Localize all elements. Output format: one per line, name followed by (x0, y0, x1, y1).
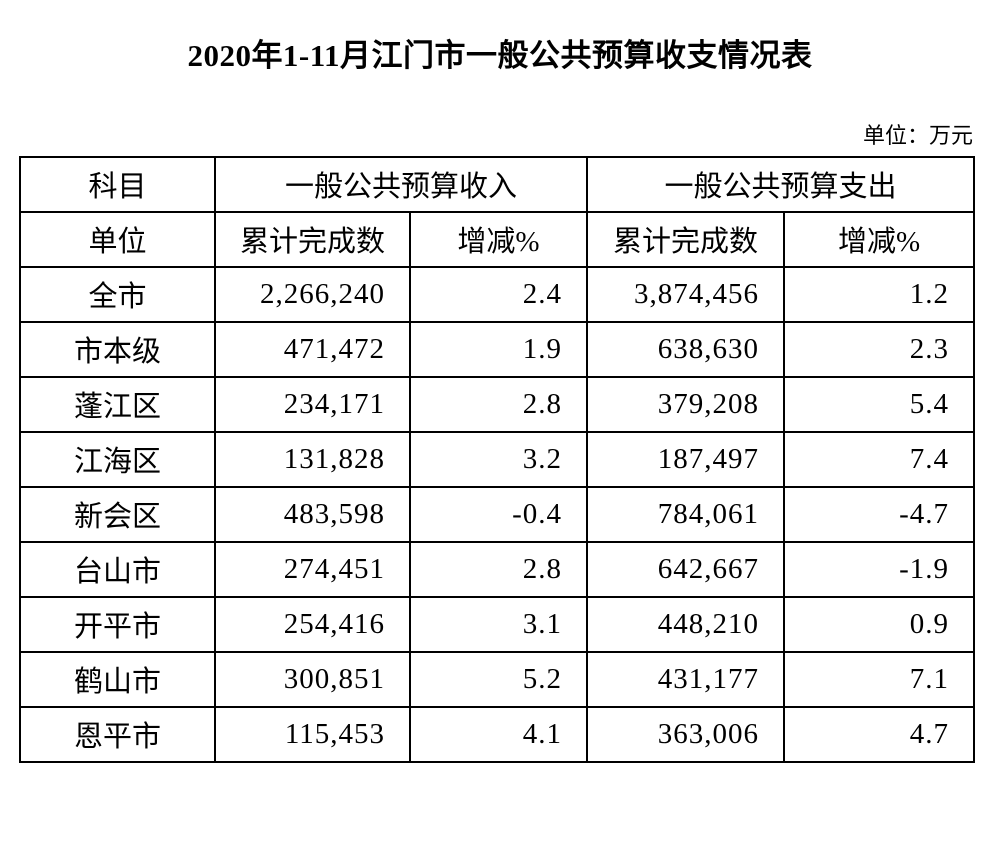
expenditure-change: 7.4 (783, 430, 976, 488)
revenue-value: 234,171 (214, 375, 411, 433)
expenditure-value: 3,874,456 (586, 265, 786, 323)
header-revenue-group: 一般公共预算收入 (213, 155, 589, 213)
expenditure-change: -1.9 (783, 540, 976, 598)
header-unit: 单位 (19, 210, 216, 268)
expenditure-value: 638,630 (586, 320, 786, 378)
revenue-change: 5.2 (408, 650, 589, 708)
header-expenditure-change: 增减% (783, 210, 976, 268)
region-name: 开平市 (19, 595, 216, 653)
table-row: 江海区 131,828 3.2 187,497 7.4 (19, 430, 976, 488)
table-header: 科目 一般公共预算收入 一般公共预算支出 单位 累计完成数 增减% 累计完成数 … (19, 155, 976, 268)
region-name: 恩平市 (19, 705, 216, 763)
region-name: 新会区 (19, 485, 216, 543)
revenue-value: 483,598 (214, 485, 411, 543)
table-row: 台山市 274,451 2.8 642,667 -1.9 (19, 540, 976, 598)
expenditure-value: 363,006 (586, 705, 786, 763)
header-expenditure-cumulative: 累计完成数 (586, 210, 786, 268)
revenue-change: 3.1 (408, 595, 589, 653)
revenue-value: 2,266,240 (214, 265, 411, 323)
revenue-change: 2.8 (408, 540, 589, 598)
expenditure-change: 2.3 (783, 320, 976, 378)
region-name: 江海区 (19, 430, 216, 488)
header-row-columns: 单位 累计完成数 增减% 累计完成数 增减% (19, 210, 976, 268)
region-name: 鹤山市 (19, 650, 216, 708)
table-row: 鹤山市 300,851 5.2 431,177 7.1 (19, 650, 976, 708)
table-row: 新会区 483,598 -0.4 784,061 -4.7 (19, 485, 976, 543)
table-body: 全市 2,266,240 2.4 3,874,456 1.2 市本级 471,4… (19, 265, 976, 763)
expenditure-value: 187,497 (586, 430, 786, 488)
revenue-value: 131,828 (214, 430, 411, 488)
expenditure-value: 379,208 (586, 375, 786, 433)
expenditure-value: 784,061 (586, 485, 786, 543)
revenue-value: 274,451 (214, 540, 411, 598)
page-title: 2020年1-11月江门市一般公共预算收支情况表 (187, 38, 813, 73)
revenue-change: -0.4 (408, 485, 589, 543)
expenditure-change: -4.7 (783, 485, 976, 543)
header-row-groups: 科目 一般公共预算收入 一般公共预算支出 (19, 155, 976, 213)
expenditure-change: 1.2 (783, 265, 976, 323)
revenue-value: 254,416 (214, 595, 411, 653)
expenditure-value: 642,667 (586, 540, 786, 598)
table-row: 全市 2,266,240 2.4 3,874,456 1.2 (19, 265, 976, 323)
expenditure-change: 0.9 (783, 595, 976, 653)
revenue-change: 3.2 (408, 430, 589, 488)
region-name: 蓬江区 (19, 375, 216, 433)
table-row: 开平市 254,416 3.1 448,210 0.9 (19, 595, 976, 653)
expenditure-value: 431,177 (586, 650, 786, 708)
revenue-value: 300,851 (214, 650, 411, 708)
expenditure-change: 4.7 (783, 705, 976, 763)
revenue-change: 2.4 (408, 265, 589, 323)
header-revenue-cumulative: 累计完成数 (214, 210, 411, 268)
header-revenue-change: 增减% (408, 210, 589, 268)
header-expenditure-group: 一般公共预算支出 (586, 155, 976, 213)
region-name: 市本级 (19, 320, 216, 378)
table-row: 蓬江区 234,171 2.8 379,208 5.4 (19, 375, 976, 433)
region-name: 台山市 (19, 540, 216, 598)
revenue-value: 471,472 (214, 320, 411, 378)
revenue-change: 4.1 (408, 705, 589, 763)
table-row: 恩平市 115,453 4.1 363,006 4.7 (19, 705, 976, 763)
revenue-change: 1.9 (408, 320, 589, 378)
region-name: 全市 (19, 265, 216, 323)
table-row: 市本级 471,472 1.9 638,630 2.3 (19, 320, 976, 378)
expenditure-change: 7.1 (783, 650, 976, 708)
expenditure-value: 448,210 (586, 595, 786, 653)
unit-note: 单位：万元 (862, 123, 973, 149)
header-subject: 科目 (19, 155, 216, 213)
revenue-change: 2.8 (408, 375, 589, 433)
revenue-value: 115,453 (214, 705, 411, 763)
expenditure-change: 5.4 (783, 375, 976, 433)
budget-table: 科目 一般公共预算收入 一般公共预算支出 单位 累计完成数 增减% 累计完成数 … (19, 155, 976, 763)
